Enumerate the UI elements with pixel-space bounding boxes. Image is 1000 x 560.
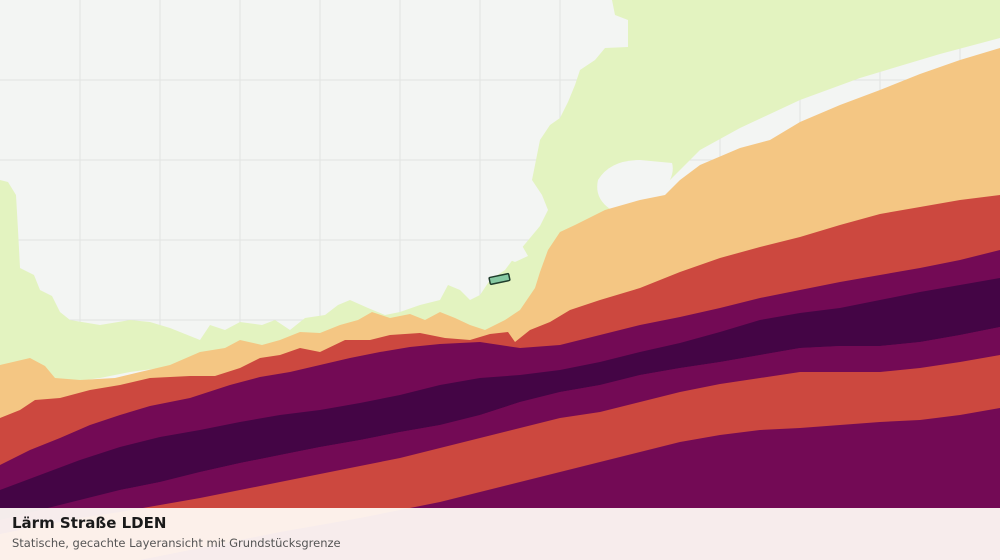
layer-subtitle: Statische, gecachte Layeransicht mit Gru… bbox=[12, 536, 341, 550]
noise-band-high-lower bbox=[0, 327, 1000, 534]
map-layer-caption: Lärm Straße LDEN Statische, gecachte Lay… bbox=[0, 508, 1000, 560]
noise-hole-2 bbox=[505, 242, 528, 262]
noise-hole-1 bbox=[597, 160, 673, 209]
noise-zone-lowest bbox=[0, 0, 1000, 382]
parcel-boundary-icon[interactable] bbox=[488, 272, 511, 286]
layer-title: Lärm Straße LDEN bbox=[12, 514, 167, 532]
noise-zone-highest bbox=[0, 278, 1000, 520]
